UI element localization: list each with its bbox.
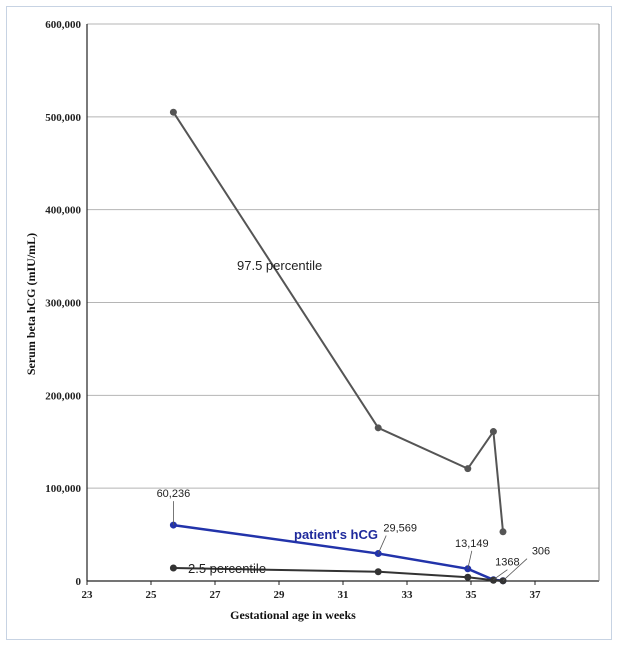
data-point [374, 568, 382, 576]
x-tick-label: 35 [466, 589, 478, 601]
y-tick-label: 200,000 [45, 390, 81, 402]
data-label-leader [377, 535, 387, 554]
x-tick-label: 33 [402, 589, 414, 601]
y-tick-label: 0 [76, 576, 82, 588]
x-axis-title: Gestational age in weeks [230, 608, 356, 622]
data-label-leader [502, 558, 528, 582]
y-axis-ticks: 0 100,000 200,000 300,000 400,000 500,000 600,… [45, 19, 81, 588]
x-tick-label: 29 [274, 589, 286, 601]
data-label-leader [493, 569, 508, 581]
x-tick-label: 27 [210, 589, 222, 601]
x-tick-label: 31 [338, 589, 349, 601]
y-tick-label: 100,000 [45, 483, 81, 495]
x-tick-label: 37 [530, 589, 542, 601]
series-lines [169, 108, 507, 585]
y-tick-label: 300,000 [45, 298, 81, 310]
x-axis-ticks: 23 25 27 29 31 33 35 37 [82, 581, 542, 601]
data-label: 1368 [495, 557, 519, 569]
y-tick-label: 400,000 [45, 205, 81, 217]
data-label: 29,569 [383, 523, 417, 535]
data-labels: 60,236 29,569 13,149 1368 306 [157, 488, 550, 582]
data-label: 306 [532, 546, 550, 558]
gridlines [87, 23, 599, 489]
data-label: 13,149 [455, 538, 489, 550]
data-point [169, 108, 177, 116]
data-label-leader [467, 550, 473, 569]
data-label: 60,236 [157, 488, 191, 500]
data-point [499, 528, 507, 536]
y-tick-label: 500,000 [45, 112, 81, 124]
x-tick-label: 23 [82, 589, 94, 601]
chart-frame: 0 100,000 200,000 300,000 400,000 500,000 600,… [6, 6, 612, 640]
data-point [374, 424, 382, 432]
data-point [464, 573, 472, 581]
line-chart: 0 100,000 200,000 300,000 400,000 500,000 600,… [24, 19, 600, 622]
x-tick-label: 25 [146, 589, 158, 601]
series-line [172, 111, 504, 532]
data-point [464, 465, 472, 473]
series-label-patient-hcg: patient's hCG [294, 527, 378, 542]
series-label-2-5-percentile: 2.5 percentile [188, 561, 266, 576]
y-axis-title: Serum beta hCG (mIU/mL) [24, 233, 38, 375]
data-point [489, 428, 497, 436]
data-point [169, 564, 177, 572]
series-label-97-5-percentile: 97.5 percentile [237, 258, 322, 273]
y-tick-label: 600,000 [45, 19, 81, 31]
